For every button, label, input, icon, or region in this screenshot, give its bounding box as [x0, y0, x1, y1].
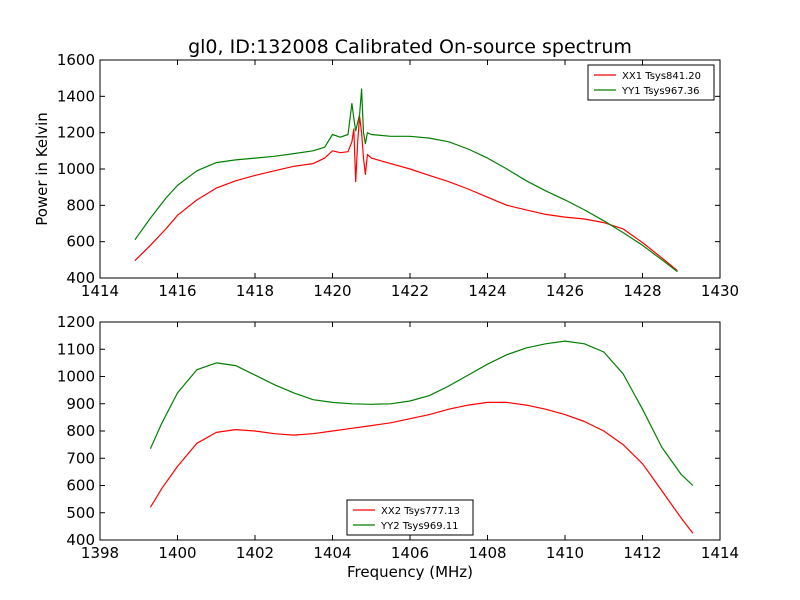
x-tick-label: 1410 [546, 544, 584, 562]
y-tick-label: 400 [66, 269, 95, 287]
y-tick-label: 1000 [57, 368, 95, 386]
y-tick-label: 1100 [57, 340, 95, 358]
x-tick-label: 1418 [236, 282, 274, 300]
x-tick-label: 1414 [81, 282, 119, 300]
x-axis-label: Frequency (MHz) [347, 563, 473, 581]
x-tick-label: 1404 [313, 544, 351, 562]
top-plot: 1414 1416 1418 1420 1422 1424 1426 1428 1430 400 6… [57, 51, 739, 300]
bottom-plot: 1398 1400 1402 1404 1406 1408 1410 1412 1414 400 5… [57, 313, 739, 562]
y-tick-label: 1600 [57, 51, 95, 69]
y-tick-label: 800 [66, 422, 95, 440]
legend-box [587, 64, 715, 101]
y-tick-label: 700 [66, 449, 95, 467]
y-tick-label: 1200 [57, 313, 95, 331]
x-tick-label: 1406 [391, 544, 429, 562]
y-tick-label: 500 [66, 504, 95, 522]
y-tick-label: 1400 [57, 87, 95, 105]
x-tick-label: 1428 [623, 282, 661, 300]
series-line-0-1 [134, 88, 678, 273]
y-tick-label: 400 [66, 531, 95, 549]
x-tick-label: 1398 [81, 544, 119, 562]
x-tick-label: 1412 [623, 544, 661, 562]
legend-box [346, 499, 474, 536]
x-tick-label: 1426 [546, 282, 584, 300]
x-tick-label: 1414 [701, 544, 739, 562]
y-tick-label: 1000 [57, 160, 95, 178]
series-line-0-0 [134, 115, 678, 272]
x-tick-label: 1402 [236, 544, 274, 562]
legend-entry: XX1 Tsys841.20 [622, 71, 701, 82]
x-tick-label: 1420 [313, 282, 351, 300]
x-tick-label: 1430 [701, 282, 739, 300]
series-line-1-0 [149, 401, 694, 534]
legend-entry: YY2 Tsys969.11 [380, 521, 459, 532]
y-tick-label: 1200 [57, 124, 95, 142]
y-tick-label: 600 [66, 477, 95, 495]
legend-entry: XX2 Tsys777.13 [381, 506, 460, 517]
x-tick-label: 1424 [468, 282, 506, 300]
legend-entry: YY1 Tsys967.36 [621, 86, 700, 97]
series-line-1-1 [149, 340, 694, 486]
y-axis-label-top: Power in Kelvin [33, 112, 51, 226]
y-tick-label: 900 [66, 395, 95, 413]
x-tick-label: 1422 [391, 282, 429, 300]
x-tick-label: 1416 [158, 282, 196, 300]
y-tick-label: 800 [66, 196, 95, 214]
y-tick-label: 600 [66, 233, 95, 251]
x-tick-label: 1408 [468, 544, 506, 562]
x-tick-label: 1400 [158, 544, 196, 562]
figure-title: gl0, ID:132008 Calibrated On-source spec… [188, 36, 632, 58]
